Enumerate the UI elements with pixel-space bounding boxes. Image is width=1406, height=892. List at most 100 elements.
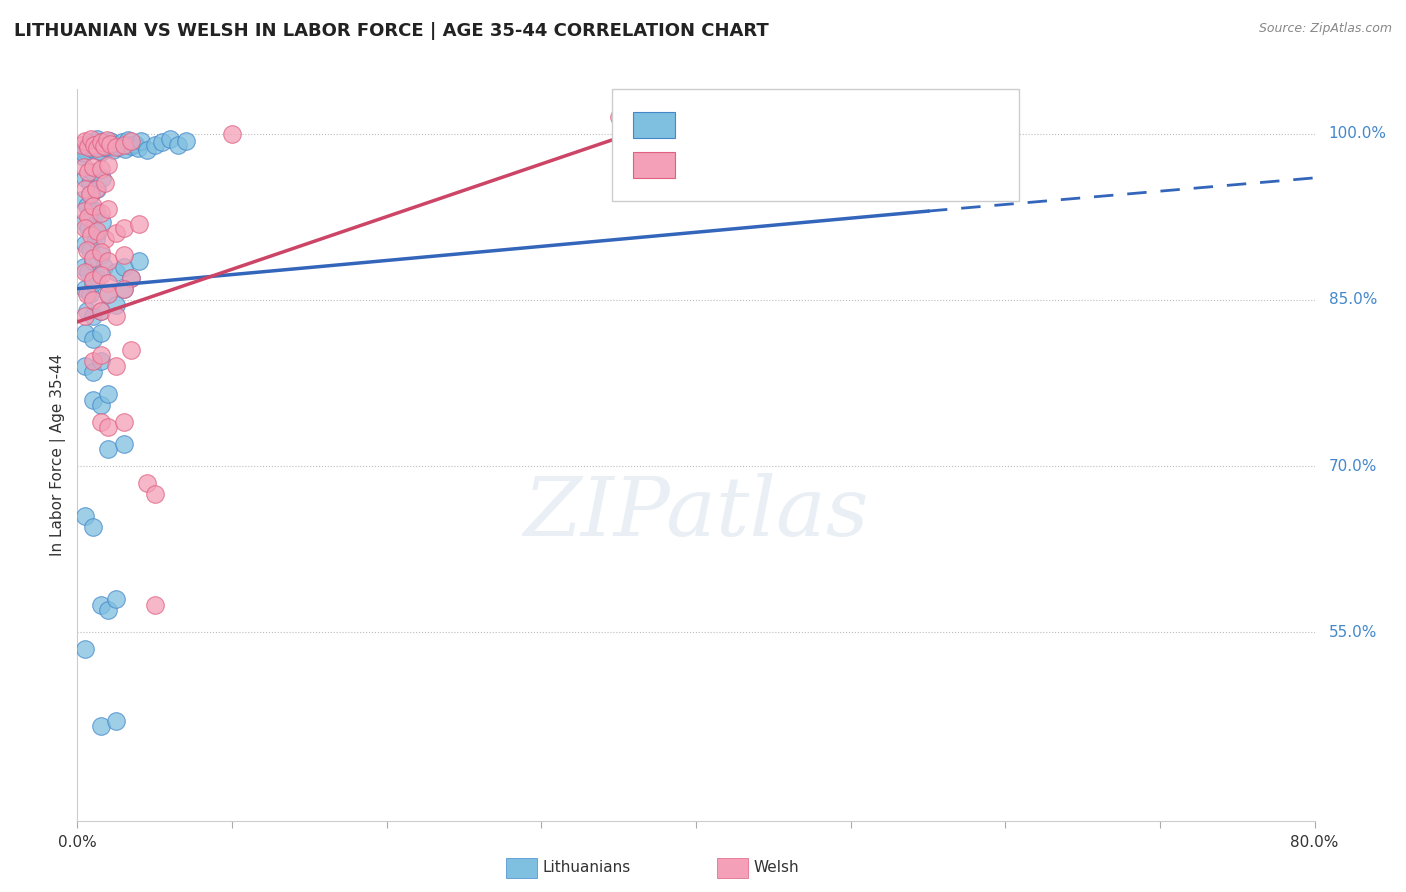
Point — [80, 132, 103, 146]
Point — [80, 187, 103, 202]
Point — [75, 310, 96, 324]
Point — [82, 520, 104, 534]
Point — [121, 134, 143, 148]
Point — [75, 326, 96, 340]
Point — [72, 215, 94, 229]
Point — [105, 592, 127, 607]
Point — [90, 348, 111, 362]
Point — [90, 268, 111, 283]
Point — [91, 170, 114, 185]
Point — [90, 248, 111, 262]
Point — [82, 251, 104, 265]
Point — [91, 136, 114, 150]
Point — [72, 146, 94, 161]
Point — [75, 220, 96, 235]
Point — [90, 415, 111, 429]
Text: Lithuanians: Lithuanians — [543, 860, 631, 874]
Point — [86, 182, 108, 196]
Point — [121, 270, 143, 285]
Point — [82, 276, 104, 290]
Point — [94, 177, 117, 191]
Point — [90, 598, 111, 612]
Point — [167, 137, 190, 152]
Point — [97, 287, 120, 301]
Text: ZIPatlas: ZIPatlas — [523, 474, 869, 553]
Point — [105, 298, 127, 312]
Point — [72, 260, 94, 274]
Point — [82, 353, 104, 368]
Point — [75, 237, 96, 252]
Point — [221, 127, 243, 141]
Point — [82, 365, 104, 379]
Point — [93, 138, 115, 153]
Point — [90, 303, 111, 318]
Point — [70, 193, 93, 207]
Point — [90, 206, 111, 220]
Point — [111, 136, 134, 150]
Point — [82, 310, 104, 324]
Point — [82, 198, 104, 212]
Point — [77, 140, 100, 154]
Point — [77, 137, 100, 152]
Point — [112, 415, 135, 429]
Point — [84, 204, 107, 219]
Point — [136, 143, 159, 157]
Point — [82, 210, 104, 224]
Point — [97, 202, 120, 216]
Text: Source: ZipAtlas.com: Source: ZipAtlas.com — [1258, 22, 1392, 36]
Point — [86, 132, 108, 146]
Point — [79, 243, 101, 257]
Point — [159, 132, 181, 146]
Point — [97, 387, 120, 401]
Point — [75, 508, 96, 523]
Point — [75, 182, 96, 196]
Point — [128, 218, 150, 232]
Point — [112, 220, 135, 235]
Point — [112, 260, 135, 274]
Text: Welsh: Welsh — [754, 860, 799, 874]
Point — [124, 136, 146, 151]
Point — [121, 138, 143, 153]
Point — [75, 170, 96, 185]
Point — [98, 134, 121, 148]
Point — [97, 254, 120, 268]
Point — [96, 133, 118, 147]
Point — [108, 140, 131, 154]
Point — [143, 486, 166, 500]
Point — [86, 227, 108, 241]
Point — [76, 243, 98, 257]
Text: 55.0%: 55.0% — [1329, 624, 1376, 640]
Point — [72, 204, 94, 219]
Point — [77, 165, 100, 179]
Point — [82, 332, 104, 346]
Point — [90, 245, 111, 260]
Point — [136, 475, 159, 490]
Point — [82, 142, 104, 156]
Point — [70, 137, 93, 152]
Point — [90, 398, 111, 412]
Point — [105, 714, 127, 728]
Point — [77, 265, 100, 279]
Point — [82, 160, 104, 174]
Point — [94, 140, 117, 154]
Text: LITHUANIAN VS WELSH IN LABOR FORCE | AGE 35-44 CORRELATION CHART: LITHUANIAN VS WELSH IN LABOR FORCE | AGE… — [14, 22, 769, 40]
Point — [97, 157, 120, 171]
Point — [112, 248, 135, 262]
Point — [121, 270, 143, 285]
Point — [97, 276, 120, 290]
Point — [143, 598, 166, 612]
Point — [84, 232, 107, 246]
Point — [75, 359, 96, 374]
Point — [91, 215, 114, 229]
Point — [129, 134, 152, 148]
Y-axis label: In Labor Force | Age 35-44: In Labor Force | Age 35-44 — [51, 354, 66, 556]
Point — [97, 420, 120, 434]
Text: R = 0.094   N = 86: R = 0.094 N = 86 — [686, 116, 856, 134]
Point — [79, 177, 101, 191]
Point — [90, 303, 111, 318]
Point — [105, 310, 127, 324]
Point — [143, 137, 166, 152]
Point — [96, 141, 118, 155]
Point — [75, 134, 96, 148]
Point — [105, 359, 127, 374]
